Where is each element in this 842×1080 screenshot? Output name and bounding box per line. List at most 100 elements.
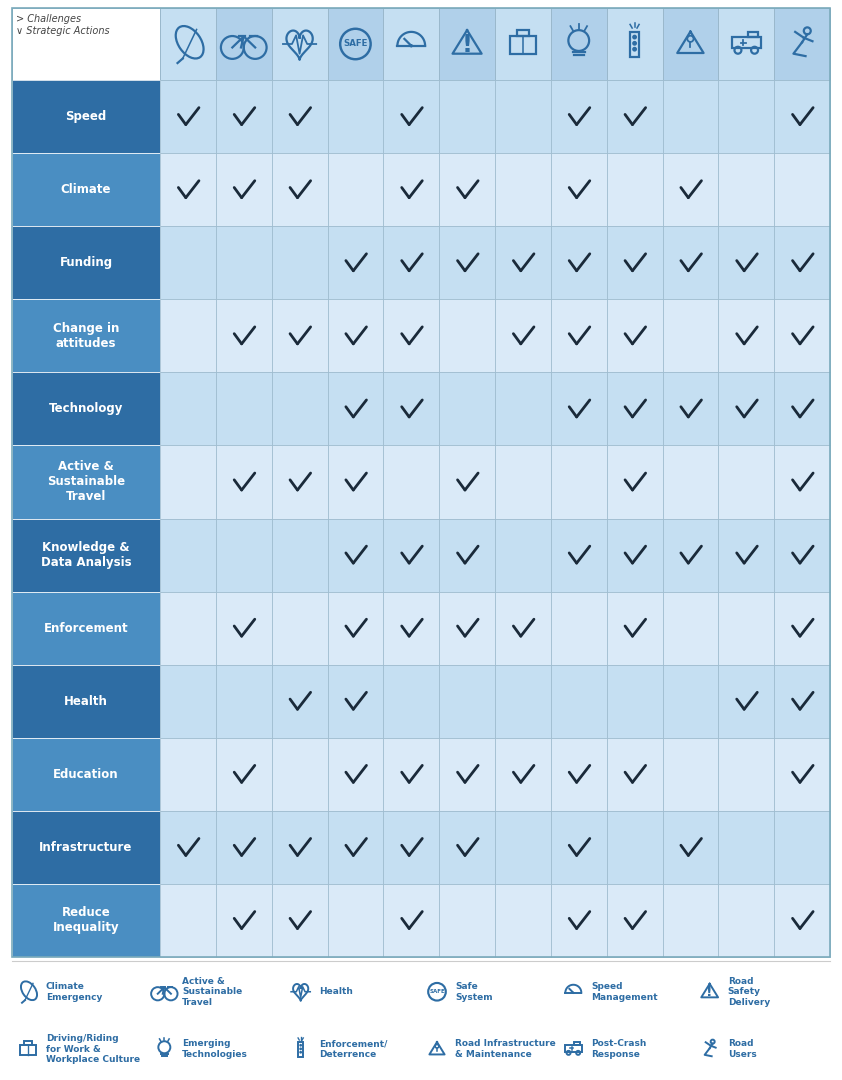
Bar [495, 80, 551, 153]
Bar [12, 153, 160, 226]
Bar [328, 226, 383, 299]
Text: SAFE: SAFE [344, 40, 368, 49]
Bar [12, 664, 160, 738]
Bar [718, 226, 774, 299]
Text: !: ! [706, 985, 713, 999]
Bar [440, 373, 495, 445]
Bar [216, 883, 272, 957]
Bar [718, 445, 774, 518]
Bar [663, 518, 718, 592]
Circle shape [573, 991, 574, 994]
Circle shape [409, 44, 413, 48]
Bar [160, 226, 216, 299]
Bar [216, 592, 272, 664]
Bar [607, 299, 663, 373]
Bar [272, 226, 328, 299]
Bar [328, 592, 383, 664]
Bar [12, 226, 160, 299]
Text: Post-Crash
Response: Post-Crash Response [591, 1039, 647, 1059]
Text: Technology: Technology [49, 403, 123, 416]
Text: Speed
Management: Speed Management [591, 982, 658, 1001]
Bar [663, 153, 718, 226]
Bar [328, 373, 383, 445]
Bar [440, 80, 495, 153]
Bar [663, 80, 718, 153]
Text: SAFE: SAFE [429, 989, 445, 995]
Bar [216, 445, 272, 518]
Bar [551, 80, 607, 153]
Bar [495, 811, 551, 883]
Text: Change in
attitudes: Change in attitudes [53, 322, 120, 350]
Bar [663, 445, 718, 518]
Bar [663, 226, 718, 299]
Bar [495, 299, 551, 373]
Bar [12, 738, 160, 811]
Bar [328, 664, 383, 738]
Bar [272, 518, 328, 592]
Bar [774, 738, 830, 811]
Bar [551, 811, 607, 883]
Text: Reduce
Inequality: Reduce Inequality [53, 906, 120, 934]
Bar [551, 738, 607, 811]
Bar [328, 299, 383, 373]
Bar [160, 664, 216, 738]
Bar [607, 373, 663, 445]
Bar [383, 445, 440, 518]
Bar [748, 31, 758, 37]
Text: Climate
Emergency: Climate Emergency [46, 982, 103, 1001]
Bar [160, 80, 216, 153]
Bar [440, 299, 495, 373]
Bar [774, 445, 830, 518]
Bar [663, 883, 718, 957]
Bar [718, 299, 774, 373]
Bar [774, 80, 830, 153]
Bar [440, 8, 495, 80]
Bar [272, 811, 328, 883]
Bar [663, 738, 718, 811]
Bar [517, 30, 529, 37]
Bar [160, 883, 216, 957]
Bar [328, 518, 383, 592]
Bar [495, 8, 551, 80]
Text: Climate: Climate [61, 184, 111, 197]
Bar [328, 80, 383, 153]
Bar [383, 811, 440, 883]
Bar [440, 592, 495, 664]
Bar [551, 592, 607, 664]
Text: Health: Health [64, 694, 108, 707]
Bar [565, 1045, 582, 1052]
Bar [160, 153, 216, 226]
Bar [718, 592, 774, 664]
Bar [12, 8, 160, 80]
Bar [440, 518, 495, 592]
Bar [495, 592, 551, 664]
Bar [551, 8, 607, 80]
Bar [160, 299, 216, 373]
Circle shape [632, 35, 637, 40]
Text: Funding: Funding [60, 256, 113, 269]
Bar [718, 883, 774, 957]
Bar [774, 299, 830, 373]
Bar [774, 592, 830, 664]
Bar [12, 592, 160, 664]
Bar [607, 811, 663, 883]
Bar [12, 8, 830, 957]
Circle shape [632, 41, 637, 45]
Text: Enforcement: Enforcement [44, 622, 128, 635]
Bar [718, 811, 774, 883]
Bar [272, 80, 328, 153]
Bar [718, 80, 774, 153]
Bar [216, 373, 272, 445]
Bar [607, 664, 663, 738]
Text: !: ! [461, 32, 472, 56]
Bar [160, 518, 216, 592]
Text: Road
Safety
Delivery: Road Safety Delivery [727, 976, 770, 1007]
Bar [607, 153, 663, 226]
Bar [551, 153, 607, 226]
Bar [216, 8, 272, 80]
Bar [12, 445, 160, 518]
Bar [216, 518, 272, 592]
Bar [298, 1042, 303, 1057]
Bar [383, 8, 440, 80]
Bar [383, 738, 440, 811]
